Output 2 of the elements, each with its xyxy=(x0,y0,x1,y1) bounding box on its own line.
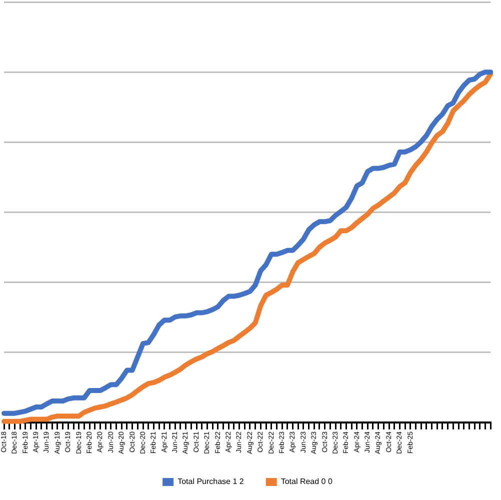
legend-label: Total Purchase 1 2 xyxy=(178,477,244,486)
legend-label: Total Read 0 0 xyxy=(280,477,333,486)
